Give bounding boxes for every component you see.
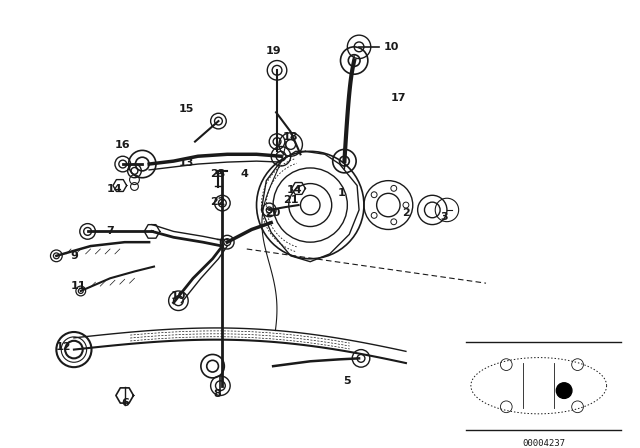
Text: 00004237: 00004237 [522, 439, 565, 448]
Text: 14: 14 [287, 185, 303, 195]
Text: 8: 8 [214, 388, 221, 399]
Text: 7: 7 [106, 226, 114, 237]
Circle shape [556, 383, 572, 398]
Text: 18: 18 [283, 132, 298, 142]
Text: 1: 1 [338, 188, 346, 198]
Text: 23: 23 [210, 169, 225, 179]
Text: 22: 22 [210, 197, 225, 207]
Text: 4: 4 [241, 169, 249, 179]
Text: 11: 11 [71, 281, 86, 291]
Text: 2: 2 [402, 208, 410, 218]
Text: 5: 5 [344, 376, 351, 386]
Text: 3: 3 [440, 212, 448, 222]
Text: 13: 13 [179, 158, 194, 168]
Text: 17: 17 [390, 93, 406, 103]
Text: 10: 10 [383, 42, 399, 52]
Text: 21: 21 [283, 195, 298, 205]
Text: 16: 16 [115, 139, 131, 150]
Text: 6: 6 [121, 398, 129, 408]
Text: 12: 12 [56, 342, 71, 352]
Text: 9: 9 [70, 251, 78, 261]
Text: 14: 14 [107, 185, 123, 194]
Text: 10: 10 [171, 291, 186, 301]
Text: 20: 20 [266, 208, 281, 218]
Text: 19: 19 [266, 46, 281, 56]
Text: 15: 15 [179, 104, 194, 114]
